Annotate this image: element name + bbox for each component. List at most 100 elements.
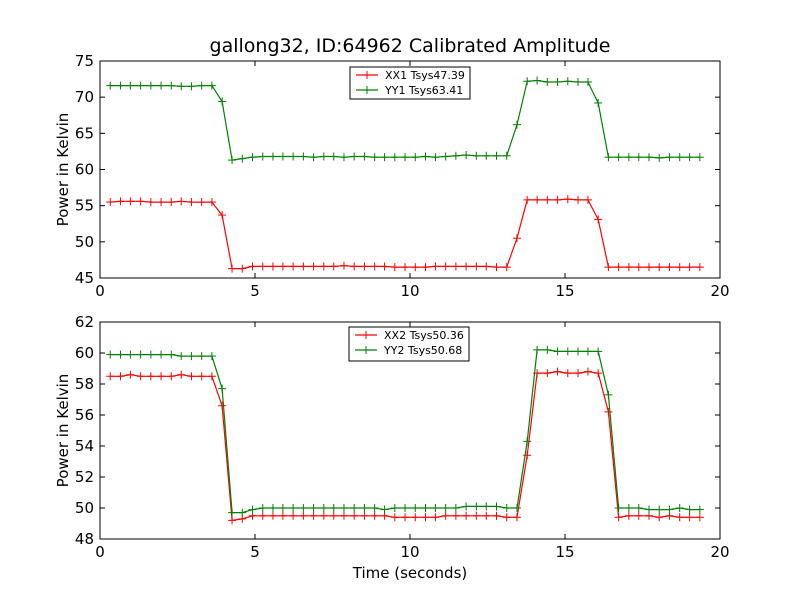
data-point (634, 504, 643, 512)
data-point (523, 77, 532, 86)
data-point (238, 508, 247, 517)
data-point (167, 81, 176, 90)
data-point (614, 153, 623, 162)
data-point (177, 82, 186, 91)
data-point (258, 511, 267, 520)
data-point (309, 504, 318, 512)
data-point (350, 511, 359, 520)
data-point (675, 504, 684, 512)
data-point (360, 152, 369, 161)
data-point (685, 263, 694, 272)
data-point (594, 347, 603, 356)
data-point (339, 261, 348, 270)
data-point (421, 152, 430, 161)
data-point (594, 98, 603, 107)
data-point (574, 347, 583, 356)
data-point (146, 350, 155, 359)
data-point (543, 369, 552, 378)
data-point (502, 151, 511, 160)
data-point (472, 502, 481, 511)
data-point (553, 347, 562, 356)
data-point (543, 195, 552, 204)
data-point (146, 372, 155, 381)
data-point (604, 153, 613, 162)
y-tick-label: 70 (75, 88, 94, 106)
data-point (177, 352, 186, 361)
data-point (634, 511, 643, 520)
data-point (441, 504, 450, 512)
data-point (116, 81, 125, 90)
data-point (360, 511, 369, 520)
y-tick-label: 65 (75, 124, 94, 142)
data-point (289, 504, 298, 512)
series-2 (106, 345, 704, 517)
y-tick-label: 75 (75, 52, 94, 70)
data-point (278, 511, 287, 520)
data-point (543, 77, 552, 86)
data-point (258, 504, 267, 512)
data-point (370, 511, 379, 520)
data-point (380, 262, 389, 271)
x-tick-label: 5 (250, 282, 260, 300)
x-tick-label: 10 (400, 282, 419, 300)
data-point (197, 198, 206, 207)
data-point (157, 372, 166, 381)
x-tick-label: 10 (400, 543, 419, 561)
legend-item: YY2 Tsys50.68 (355, 344, 462, 357)
data-point (146, 81, 155, 90)
data-point (482, 262, 491, 271)
data-point (431, 513, 440, 522)
legend-label: XX2 Tsys50.36 (384, 329, 464, 342)
data-point (319, 504, 328, 512)
data-point (604, 407, 613, 416)
data-point (289, 511, 298, 520)
y-tick-label: 60 (75, 161, 94, 179)
data-point (614, 504, 623, 512)
y-tick-label: 58 (75, 375, 94, 393)
data-point (665, 263, 674, 272)
data-point (106, 198, 115, 207)
data-point (289, 152, 298, 161)
data-point (126, 81, 135, 90)
data-point (197, 372, 206, 381)
data-point (574, 77, 583, 86)
data-point (441, 511, 450, 520)
legend: XX1 Tsys47.39 YY1 Tsys63.41 (349, 66, 471, 100)
x-axis-label: Time (seconds) (352, 564, 468, 582)
data-point (258, 262, 267, 271)
data-point (126, 370, 135, 379)
y-tick-label: 48 (75, 530, 94, 548)
data-point (421, 263, 430, 272)
data-point (248, 505, 257, 514)
legend-label: YY2 Tsys50.68 (383, 344, 462, 357)
x-tick-label: 15 (555, 543, 574, 561)
data-point (329, 504, 338, 512)
data-point (441, 262, 450, 271)
data-point (502, 263, 511, 272)
data-point (421, 513, 430, 522)
data-point (512, 513, 521, 522)
series-1 (106, 367, 704, 525)
data-point (268, 504, 277, 512)
data-point (655, 513, 664, 522)
data-point (360, 504, 369, 512)
data-point (116, 197, 125, 206)
data-point (370, 262, 379, 271)
data-point (126, 197, 135, 206)
data-point (157, 350, 166, 359)
data-point (553, 77, 562, 86)
data-point (350, 152, 359, 161)
data-point (695, 263, 704, 272)
data-point (218, 401, 227, 410)
data-point (594, 369, 603, 378)
data-point (157, 198, 166, 207)
legend-item: XX2 Tsys50.36 (355, 329, 464, 342)
y-tick-label: 52 (75, 468, 94, 486)
data-point (228, 516, 237, 525)
data-point (431, 504, 440, 512)
y-tick-label: 50 (75, 499, 94, 517)
data-point (380, 505, 389, 514)
data-point (482, 502, 491, 511)
plot-panel: 0 5 10 15 20 45 50 55 60 65 70 75 Power in Kelvin XX1… (54, 52, 730, 300)
